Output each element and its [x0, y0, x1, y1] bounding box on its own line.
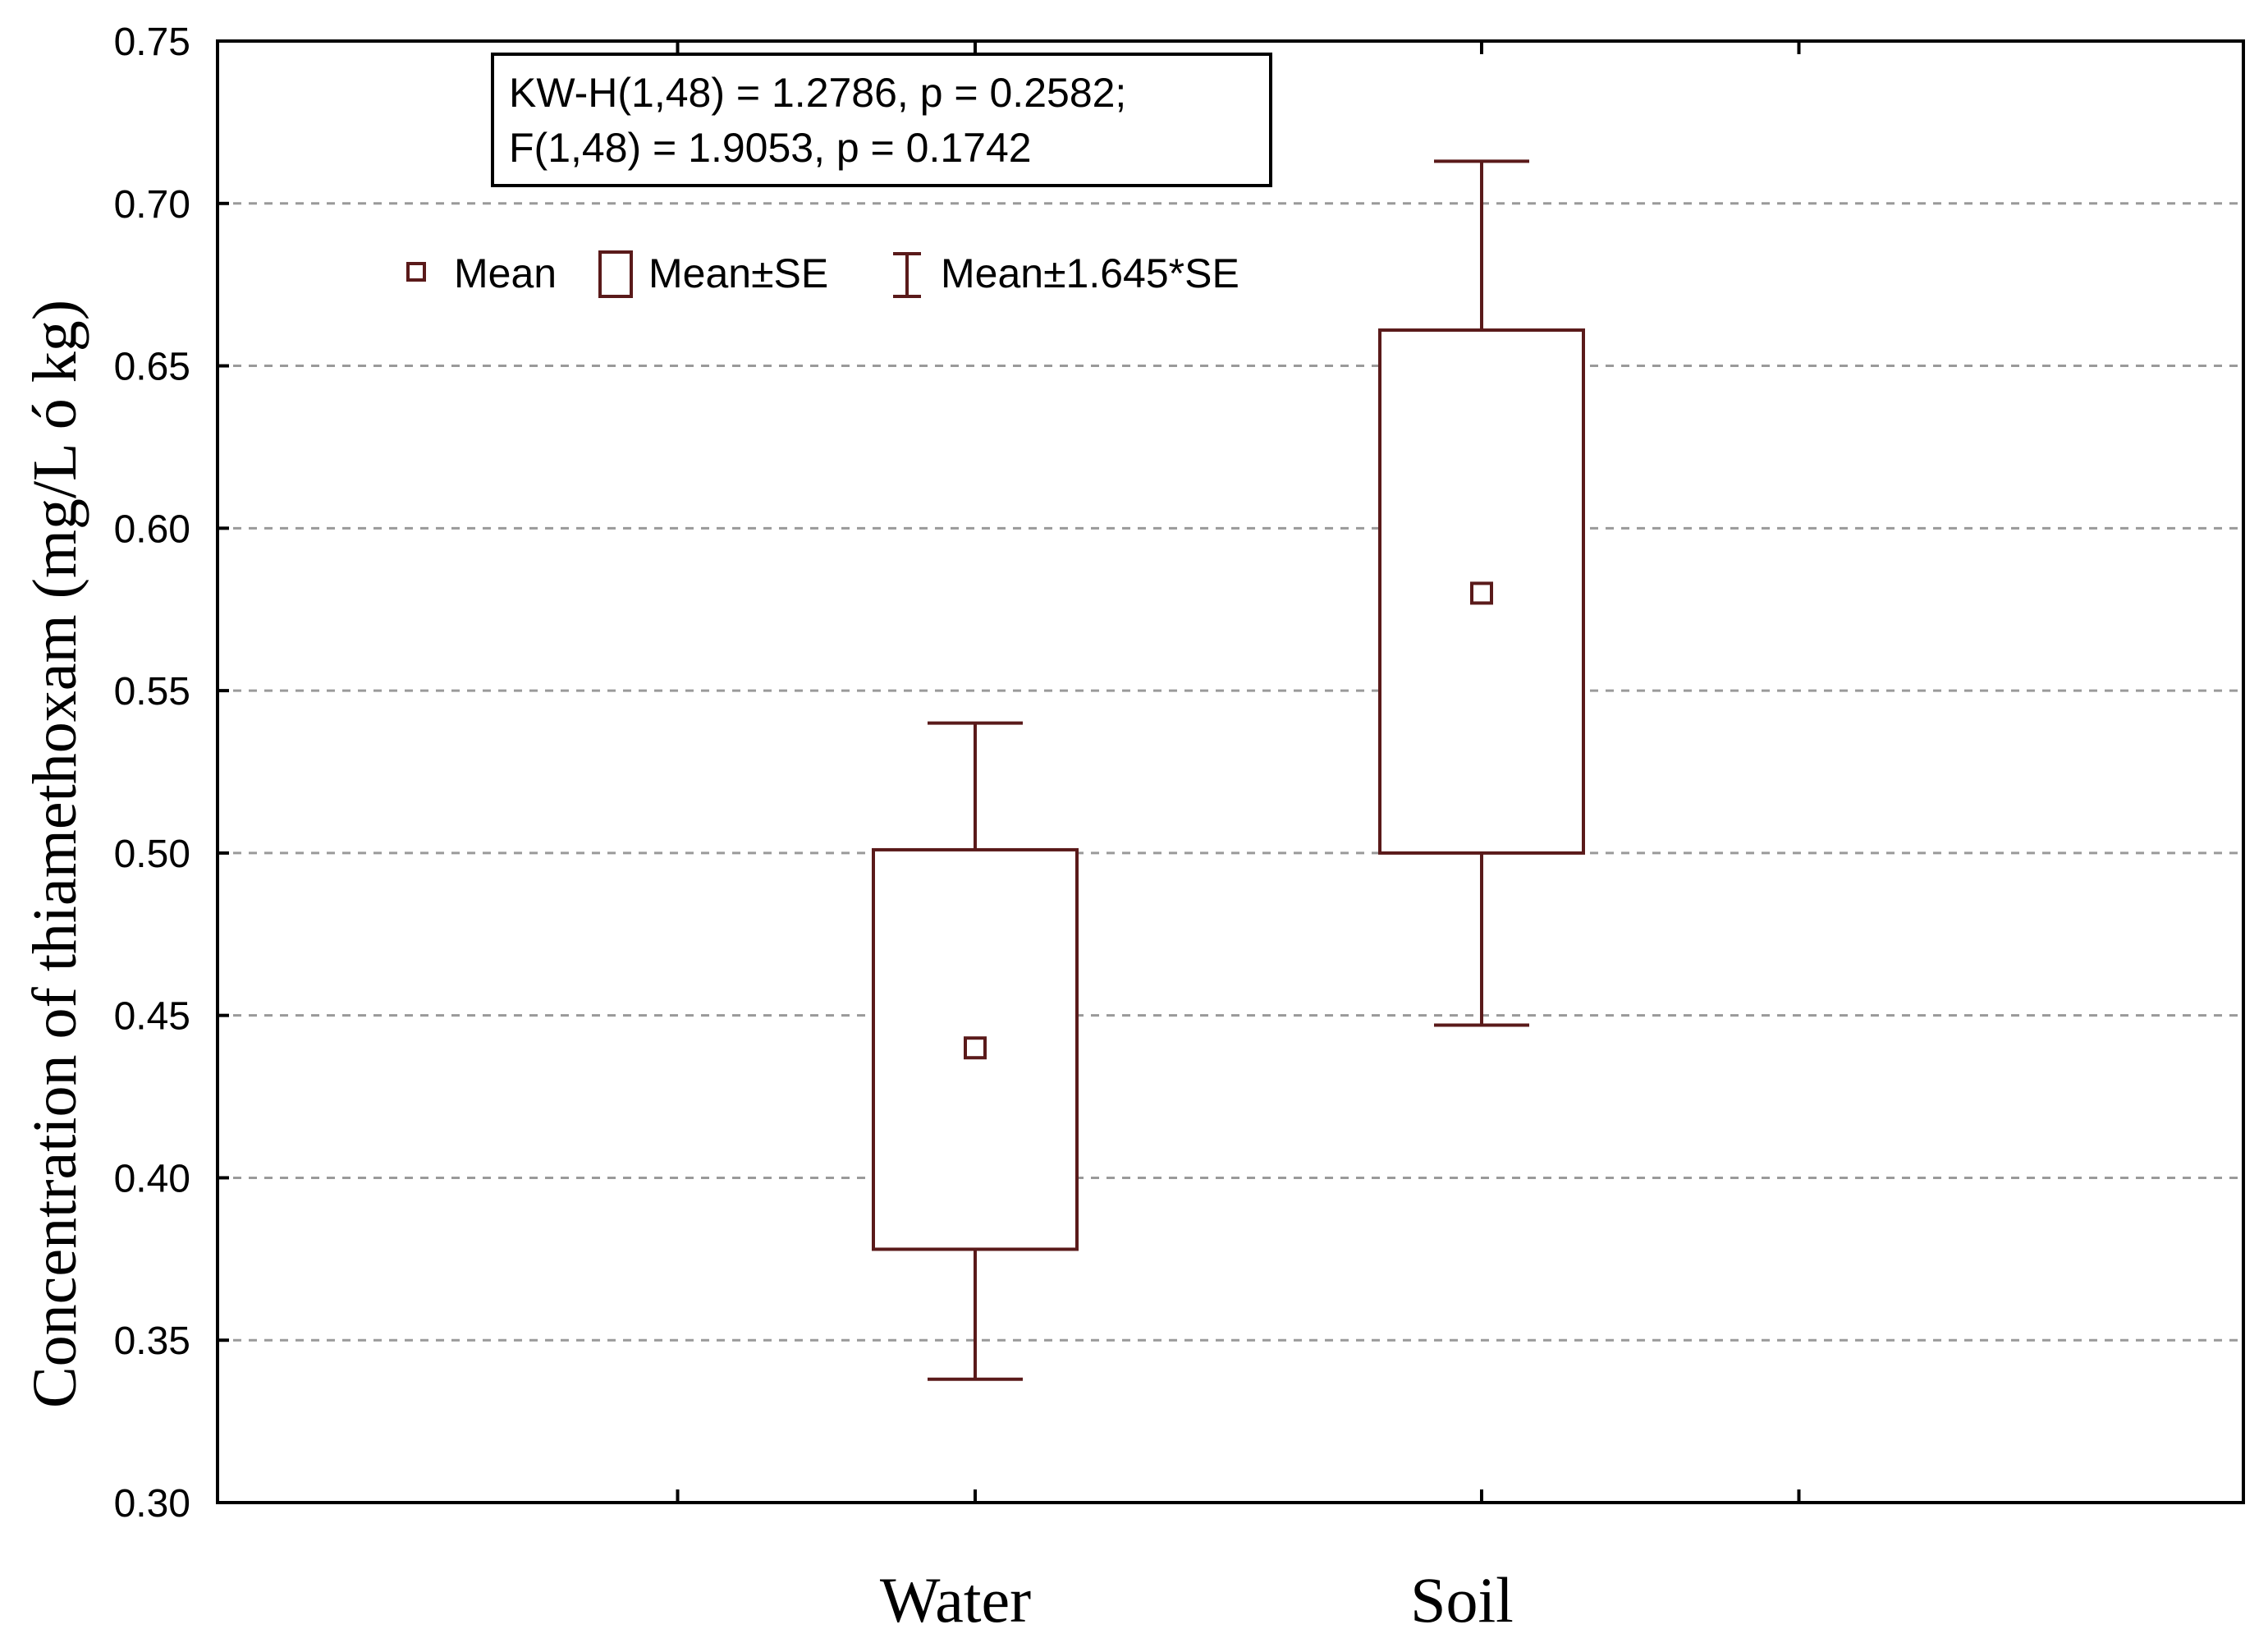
- grid-lines: [218, 202, 2243, 1342]
- y-tick-label: 0.35: [114, 1319, 190, 1363]
- stats-line-2: F(1,48) = 1.9053, p = 0.1742: [509, 125, 1032, 171]
- stats-line-1: KW-H(1,48) = 1.2786, p = 0.2582;: [509, 70, 1126, 116]
- box-soil: [1378, 159, 1585, 1027]
- legend-mean-icon: [406, 262, 426, 282]
- box-water: [872, 721, 1079, 1381]
- legend-se-box-icon: [598, 250, 633, 298]
- stats-box-frame: [491, 53, 1272, 187]
- x-category-label: Water: [880, 1564, 1031, 1636]
- x-category-label: Soil: [1410, 1564, 1514, 1636]
- y-tick-label: 0.50: [114, 833, 190, 876]
- y-tick-label: 0.30: [114, 1482, 190, 1526]
- plot-frame: [216, 39, 2245, 1504]
- y-tick-label: 0.45: [114, 995, 190, 1039]
- legend-whisker-icon: [893, 252, 921, 298]
- legend: Mean Mean±SE Mean±1.645*SE: [406, 250, 1239, 298]
- y-tick-label: 0.65: [114, 346, 190, 389]
- y-axis-label: Concentration of thiamethoxam (mg/L ó kg…: [21, 300, 89, 1408]
- legend-mean-label: Mean: [454, 250, 557, 296]
- y-axis-ticks: 0.30 0.35 0.40 0.45 0.50 0.55 0.60 0.65 0.70 0.75: [114, 21, 229, 1526]
- y-tick-label: 0.55: [114, 670, 190, 714]
- x-category-labels: Water Soil: [880, 1564, 1514, 1636]
- boxes: [872, 159, 1585, 1381]
- mean-marker: [964, 1036, 987, 1060]
- x-tick-marks: [676, 41, 1801, 1503]
- y-tick-label: 0.60: [114, 507, 190, 551]
- y-tick-label: 0.40: [114, 1157, 190, 1200]
- legend-se-label: Mean±SE: [648, 250, 828, 296]
- mean-marker: [1470, 581, 1493, 605]
- y-tick-label: 0.75: [114, 21, 190, 64]
- stats-box: KW-H(1,48) = 1.2786, p = 0.2582; F(1,48)…: [491, 53, 1272, 187]
- legend-whisker-label: Mean±1.645*SE: [941, 250, 1239, 296]
- y-tick-label: 0.70: [114, 183, 190, 227]
